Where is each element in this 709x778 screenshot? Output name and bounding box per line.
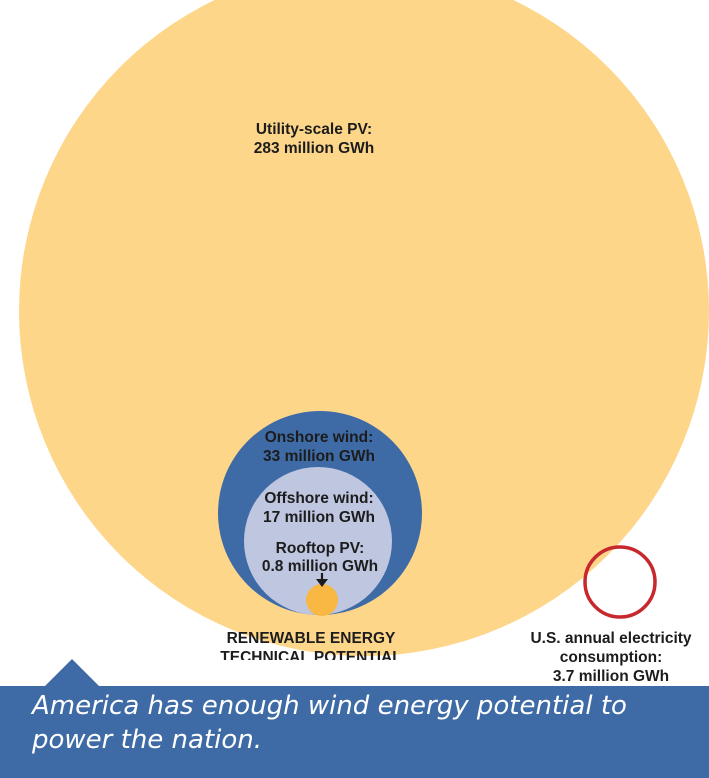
renewable-potential-diagram: Utility-scale PV: 283 million GWh Onshor… <box>19 0 709 660</box>
group-label-1: RENEWABLE ENERGY <box>227 630 396 647</box>
offshore-wind-label-2: 17 million GWh <box>263 509 375 526</box>
consumption-ring <box>583 545 657 619</box>
offshore-wind-circle <box>244 467 392 615</box>
caption-notch <box>44 659 100 687</box>
group-label-2: TECHNICAL POTENTIAL <box>220 649 401 660</box>
rooftop-pv-label-2: 0.8 million GWh <box>262 558 378 575</box>
caption-text: America has enough wind energy potential… <box>32 691 627 755</box>
utility-pv-circle <box>19 0 709 656</box>
rooftop-pv-circle <box>306 584 338 616</box>
offshore-wind-label-1: Offshore wind: <box>264 490 373 507</box>
consumption-label-3: 3.7 million GWh <box>553 668 669 685</box>
consumption-label-1: U.S. annual electricity <box>530 630 691 647</box>
consumption-label: U.S. annual electricity consumption: 3.7… <box>530 630 691 685</box>
utility-pv-label-1: Utility-scale PV: <box>256 121 372 138</box>
consumption-label-2: consumption: <box>560 649 662 666</box>
onshore-wind-label-1: Onshore wind: <box>265 429 374 446</box>
caption-band <box>0 686 709 778</box>
utility-pv-label-2: 283 million GWh <box>254 140 375 157</box>
onshore-wind-label-2: 33 million GWh <box>263 448 375 465</box>
down-arrow-icon <box>316 573 328 587</box>
rooftop-pv-label-1: Rooftop PV: <box>276 540 365 557</box>
